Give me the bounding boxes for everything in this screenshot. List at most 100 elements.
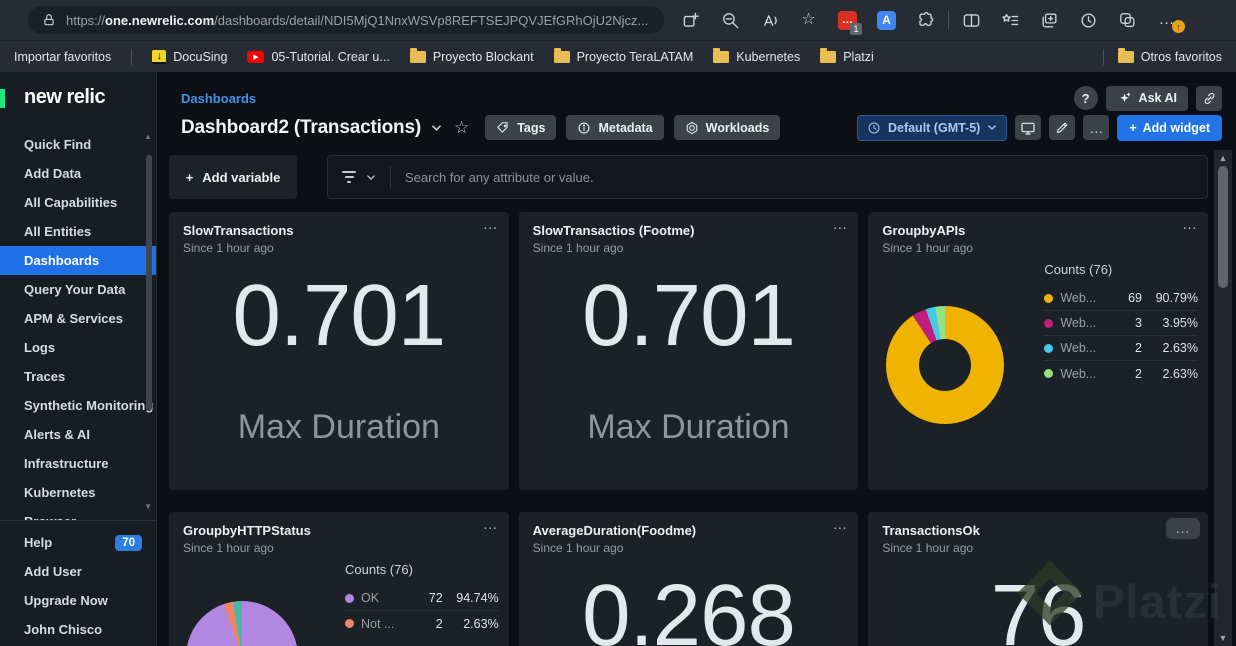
legend-row[interactable]: Web...6990.79% [1044,286,1198,311]
more-options-button[interactable]: … [1083,115,1109,140]
widget-transactionsok[interactable]: TransactionsOk Since 1 hour ago … 76 [868,512,1208,646]
history-icon[interactable] [1069,5,1108,35]
breadcrumb-row: Dashboards ? Ask AI [181,85,1222,111]
bookmark-folder-kubernetes[interactable]: Kubernetes [713,50,800,64]
add-widget-button[interactable]: +Add widget [1117,115,1222,141]
billboard-value: 0.701 [169,270,509,361]
sidebar-item-quick-find[interactable]: Quick Find [0,130,156,159]
sidebar-item-help[interactable]: Help70 [0,528,156,557]
legend-row[interactable]: Web...22.63% [1044,336,1198,361]
sidebar-item-traces[interactable]: Traces [0,362,156,391]
sidebar-scroll-up-icon[interactable]: ▲ [144,132,152,141]
legend-dot [345,619,354,628]
sidebar-item-query-your-data[interactable]: Query Your Data [0,275,156,304]
sidebar-item-synthetic-monitoring[interactable]: Synthetic Monitoring [0,391,156,420]
sidebar-scrollbar-thumb[interactable] [146,155,152,411]
timezone-picker[interactable]: Default (GMT-5) [857,115,1007,141]
browser-essentials-icon[interactable] [1108,5,1147,35]
extension-badge: 1 [850,23,862,35]
tags-button[interactable]: Tags [485,115,556,140]
scroll-up-icon[interactable]: ▲ [1219,153,1228,163]
help-button[interactable]: ? [1074,86,1098,110]
metadata-button[interactable]: Metadata [566,115,663,140]
sidebar-scroll-down-icon[interactable]: ▼ [144,502,152,511]
collections-icon[interactable] [1030,5,1069,35]
translate-extension-icon[interactable]: A [867,5,906,35]
legend-dot [1044,319,1053,328]
scroll-down-icon[interactable]: ▼ [1219,633,1228,643]
workspaces-icon[interactable] [672,5,711,35]
newrelic-logo: new relic [24,86,105,109]
other-favorites-button[interactable]: Otros favoritos [1118,50,1222,64]
pie-chart[interactable] [186,601,298,646]
scrollbar-thumb[interactable] [1218,166,1228,288]
sidebar-item-user-account[interactable]: John Chisco [0,615,156,644]
read-aloud-icon[interactable] [750,5,789,35]
chevron-down-icon[interactable] [366,174,376,181]
widget-menu-icon[interactable]: … [832,516,848,533]
widget-slowtransactios-footme[interactable]: SlowTransactios (Footme) Since 1 hour ag… [519,212,859,490]
attribute-search-input[interactable]: Search for any attribute or value. [327,155,1208,199]
widget-groupbyapis[interactable]: GroupbyAPIs Since 1 hour ago … Counts (7… [868,212,1208,490]
widget-title: TransactionsOk [882,523,1194,538]
sidebar-item-logs[interactable]: Logs [0,333,156,362]
bookmark-folder-blockant[interactable]: Proyecto Blockant [410,50,534,64]
sidebar-item-kubernetes[interactable]: Kubernetes [0,478,156,507]
sidebar-item-browser[interactable]: Browser [0,507,156,520]
widget-menu-icon[interactable]: … [483,216,499,233]
workloads-button[interactable]: Workloads [674,115,781,140]
sidebar-item-dashboards[interactable]: Dashboards [0,246,156,275]
browser-window: https://one.newrelic.com/dashboards/deta… [0,0,1236,646]
import-favorites-button[interactable]: Importar favoritos [14,50,111,64]
widget-averageduration-foodme[interactable]: AverageDuration(Foodme) Since 1 hour ago… [519,512,859,646]
sidebar-item-add-data[interactable]: Add Data [0,159,156,188]
legend-row[interactable]: Web...22.63% [1044,361,1198,386]
legend-row[interactable]: Web...33.95% [1044,311,1198,336]
bookmark-tutorial[interactable]: ▶05-Tutorial. Crear u... [247,50,389,64]
widget-menu-icon[interactable]: … [832,216,848,233]
edit-button[interactable] [1049,115,1075,140]
widget-slowtransactions[interactable]: SlowTransactions Since 1 hour ago … 0.70… [169,212,509,490]
billboard-value: 0.268 [519,570,859,646]
breadcrumb[interactable]: Dashboards [181,91,256,106]
sidebar-item-all-capabilities[interactable]: All Capabilities [0,188,156,217]
favorites-icon[interactable] [991,5,1030,35]
settings-menu-icon[interactable]: …↑ [1147,5,1186,35]
add-variable-button[interactable]: +Add variable [169,155,297,199]
zoom-out-icon[interactable] [711,5,750,35]
tag-icon [496,121,510,135]
sidebar-item-alerts-ai[interactable]: Alerts & AI [0,420,156,449]
widget-timerange: Since 1 hour ago [183,541,495,555]
sidebar-item-all-entities[interactable]: All Entities [0,217,156,246]
widget-groupbyhttpstatus[interactable]: GroupbyHTTPStatus Since 1 hour ago … Cou… [169,512,509,646]
sidebar-item-apm-services[interactable]: APM & Services [0,304,156,333]
widget-title: GroupbyAPIs [882,223,1194,238]
password-extension-icon[interactable]: …1 [828,5,867,35]
widget-menu-icon[interactable]: … [1182,216,1198,233]
favorite-dashboard-icon[interactable]: ☆ [454,118,469,138]
info-icon [577,121,591,135]
widget-menu-icon[interactable]: … [1166,518,1200,539]
legend-row[interactable]: Not ...22.63% [345,611,499,636]
bookmark-folder-teralatam[interactable]: Proyecto TeraLATAM [554,50,694,64]
legend-row[interactable]: OK7294.74% [345,586,499,611]
filter-row: +Add variable Search for any attribute o… [169,155,1208,199]
ask-ai-button[interactable]: Ask AI [1106,86,1188,111]
title-chevron-icon[interactable] [431,124,442,132]
bookmark-folder-platzi[interactable]: Platzi [820,50,874,64]
address-bar[interactable]: https://one.newrelic.com/dashboards/deta… [28,6,664,34]
bookmark-docusing[interactable]: ↓DocuSing [152,50,227,64]
permalink-button[interactable] [1196,86,1222,111]
favorite-star-icon[interactable]: ☆ [789,5,828,35]
sidebar-item-infrastructure[interactable]: Infrastructure [0,449,156,478]
split-screen-icon[interactable] [952,5,991,35]
folder-icon [1118,51,1134,63]
sidebar-item-add-user[interactable]: Add User [0,557,156,586]
page-scrollbar[interactable]: ▲ ▼ [1214,150,1232,646]
sidebar-item-upgrade-now[interactable]: Upgrade Now [0,586,156,615]
extensions-puzzle-icon[interactable] [906,5,945,35]
tv-mode-button[interactable] [1015,115,1041,140]
donut-chart[interactable] [886,306,1004,424]
pencil-icon [1055,120,1070,135]
widget-menu-icon[interactable]: … [483,516,499,533]
